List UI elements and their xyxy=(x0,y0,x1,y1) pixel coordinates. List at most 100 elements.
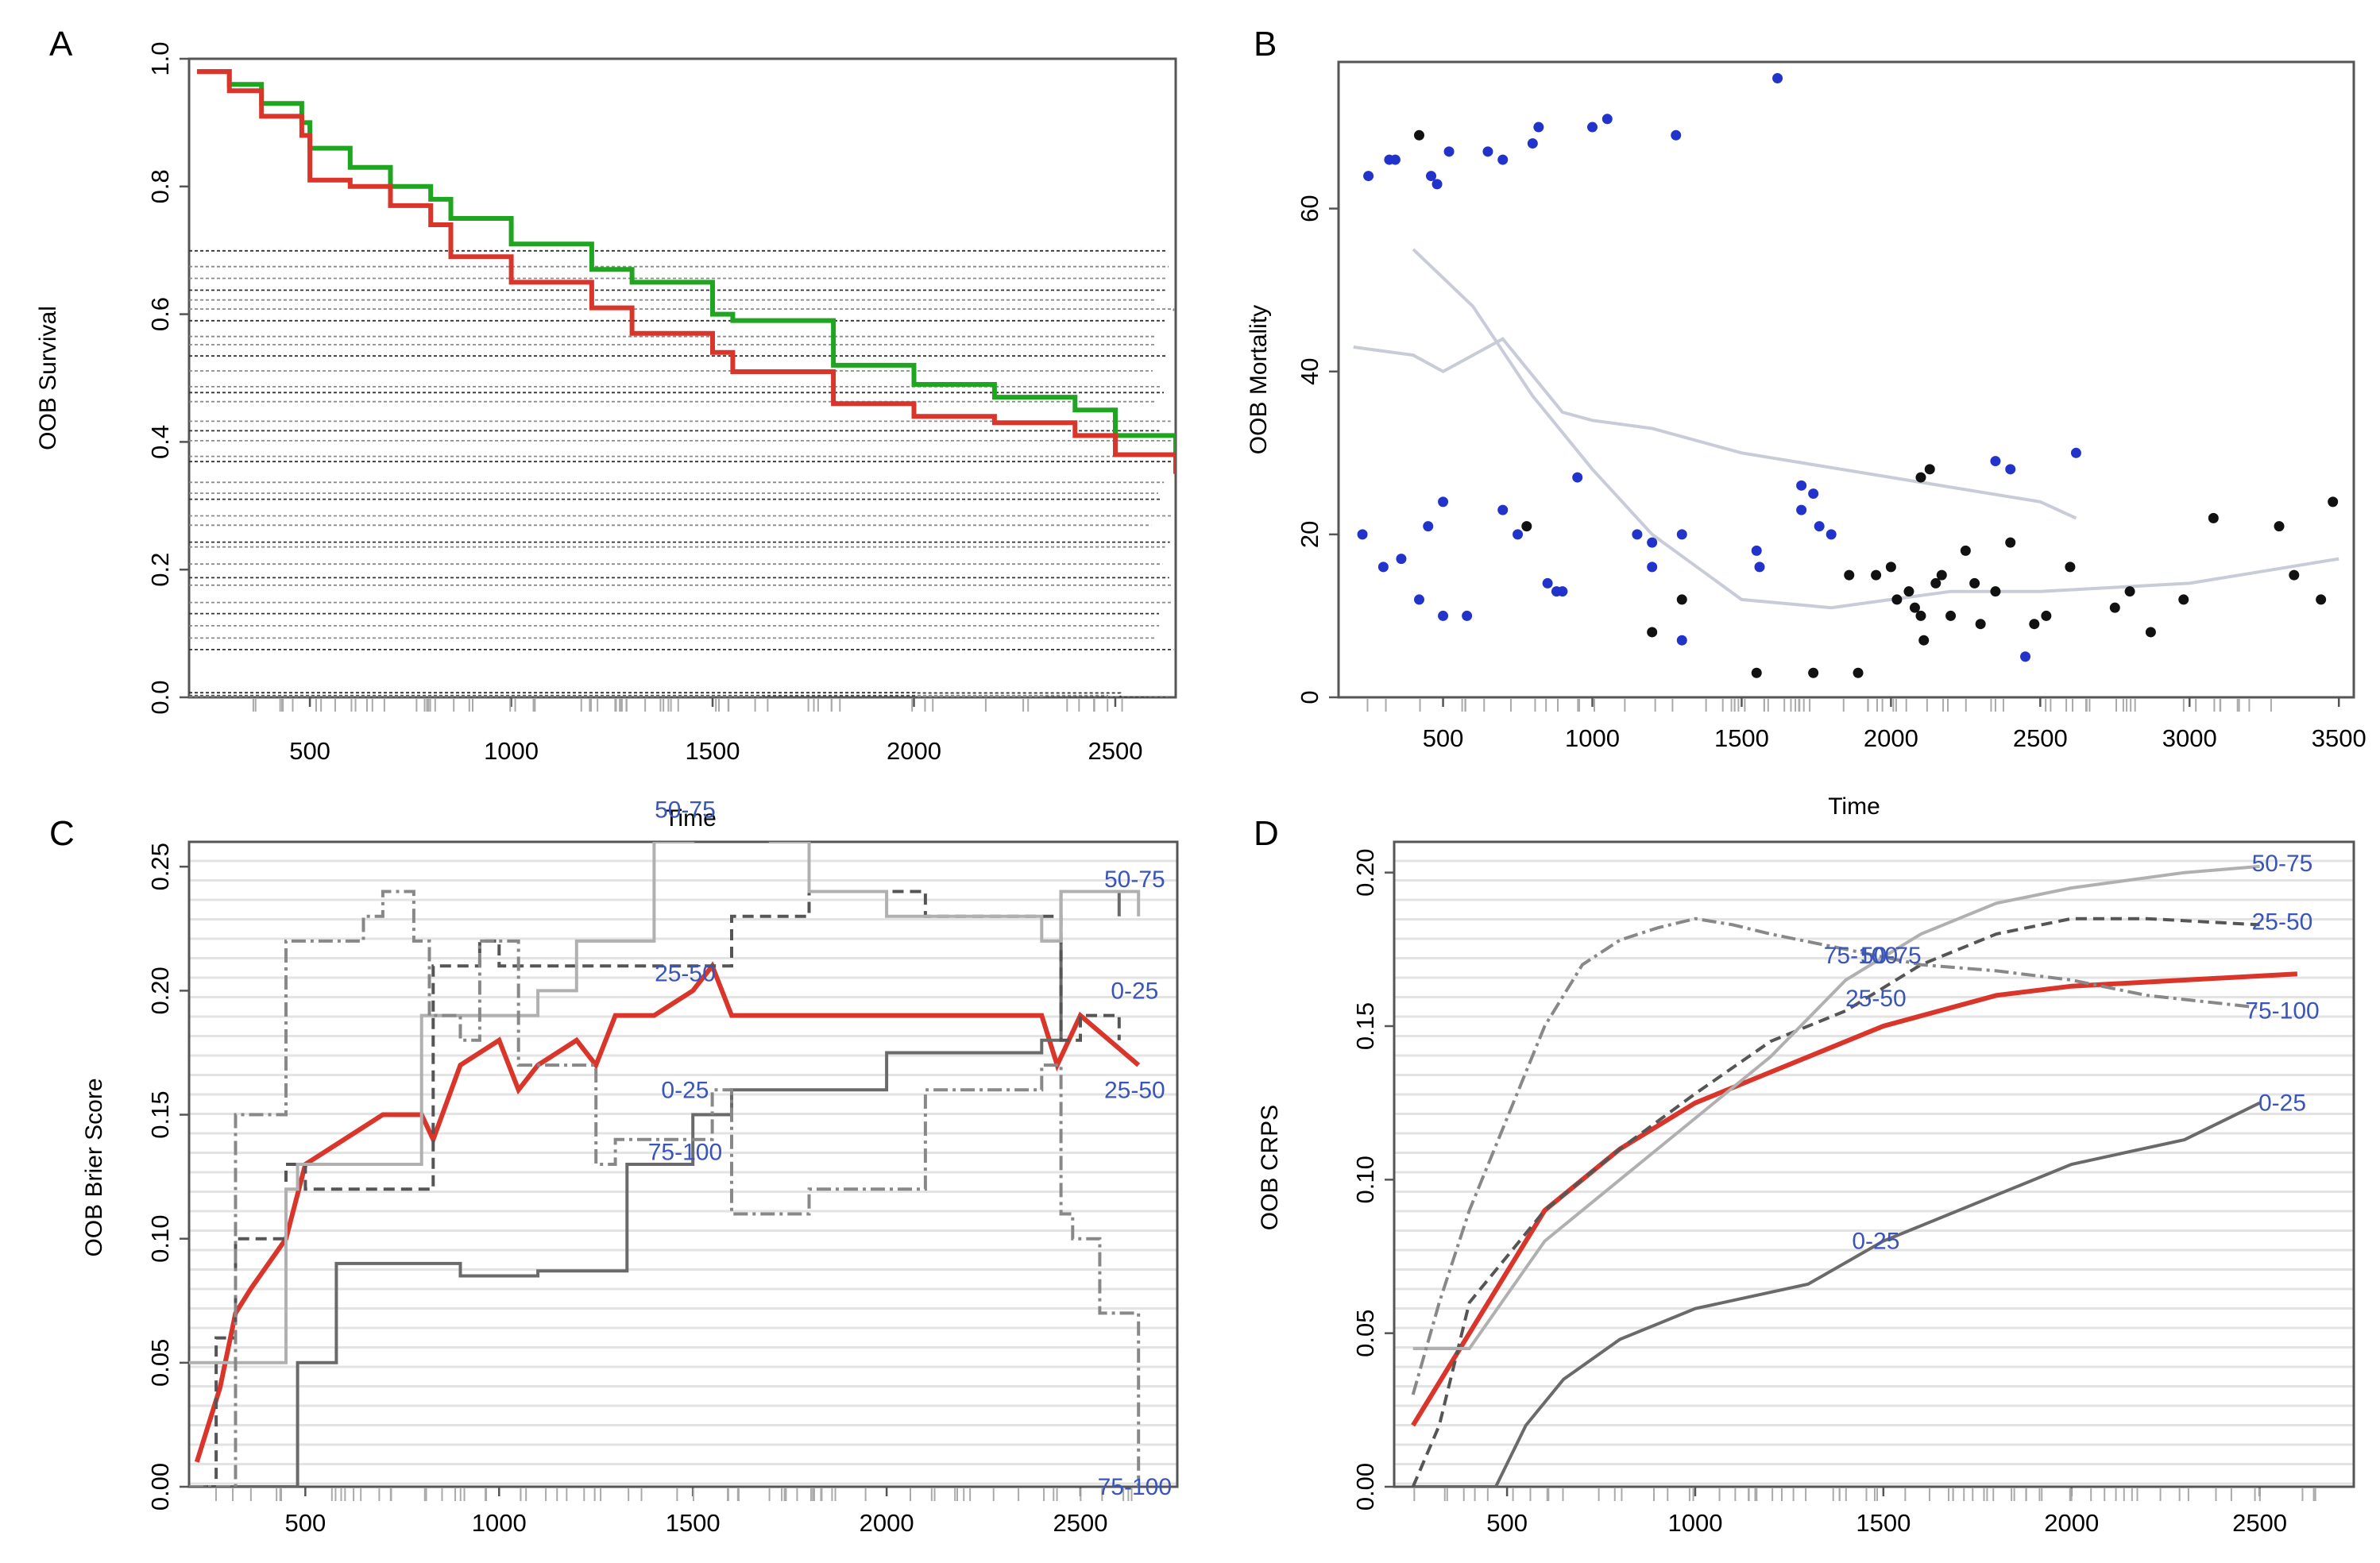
series-75-100 xyxy=(189,890,1141,1487)
blue-point xyxy=(1796,480,1807,491)
black-point xyxy=(1915,472,1926,483)
x-tick-label: 2000 xyxy=(887,737,941,765)
blue-point xyxy=(1533,122,1544,133)
y-tick-label: 40 xyxy=(1296,358,1323,385)
curve-label: 0-25 xyxy=(661,1077,709,1103)
black-point xyxy=(1676,594,1687,605)
curve-label: 50-75 xyxy=(655,797,716,823)
black-point xyxy=(1918,635,1930,646)
blue-point xyxy=(1527,138,1538,149)
x-tick-label: 1500 xyxy=(666,1509,721,1537)
panel-label: A xyxy=(49,25,73,64)
curve-label: 50-75 xyxy=(2252,851,2313,877)
survival-curve-high xyxy=(189,461,1175,469)
black-point xyxy=(2208,512,2219,523)
curve-label: 0-25 xyxy=(1111,978,1158,1004)
blue-point xyxy=(2005,464,2016,475)
panel-d: D 500 1000 1500 2000 2500 0.00 0.05 0.10 0.15 0.20… xyxy=(1254,814,2355,1537)
y-tick-label: 0.10 xyxy=(1351,1156,1379,1203)
black-point xyxy=(2065,562,2076,573)
series-25-50 xyxy=(1411,917,2260,1487)
plot-area xyxy=(1353,73,2339,678)
blue-point xyxy=(1363,171,1374,182)
blue-point xyxy=(1676,529,1687,540)
black-point xyxy=(2145,627,2156,638)
panels-container: A 500 1000 1500 2000 2500 0.0 0.2 0.4 0.6 0.8 1.0 Ti… xyxy=(35,25,2366,1537)
curve-label: 75-100 xyxy=(1098,1474,1172,1500)
blue-point xyxy=(1808,488,1819,500)
blue-point xyxy=(1431,179,1443,190)
y-tick-label: 0.6 xyxy=(146,297,174,331)
curve-label: 0-25 xyxy=(2258,1090,2306,1117)
curve-label: 25-50 xyxy=(2252,909,2313,936)
blue-point xyxy=(1443,146,1455,157)
x-tick-label: 1500 xyxy=(1856,1509,1911,1537)
curve-label: 75-100 xyxy=(648,1139,722,1165)
blue-point xyxy=(1357,529,1368,540)
y-axis-label: OOB Survival xyxy=(35,306,61,450)
x-tick-label: 1000 xyxy=(472,1509,527,1537)
x-tick-label: 2500 xyxy=(2232,1509,2287,1537)
black-point xyxy=(1975,619,1986,630)
y-tick-label: 0.15 xyxy=(1351,1002,1379,1050)
series-75-100 xyxy=(1411,917,2260,1395)
blue-point xyxy=(1389,154,1401,165)
y-tick-label: 60 xyxy=(1296,195,1323,222)
y-tick-label: 0.00 xyxy=(1351,1463,1379,1511)
black-point xyxy=(1915,610,1926,621)
black-point xyxy=(2178,594,2189,605)
blue-point xyxy=(1751,545,1762,556)
blue-point xyxy=(1990,456,2001,467)
blue-point xyxy=(1462,610,1473,621)
black-point xyxy=(2274,521,2285,532)
black-point xyxy=(1647,627,1658,638)
blue-point xyxy=(1601,114,1613,125)
y-tick-label: 0.25 xyxy=(146,843,174,890)
black-point xyxy=(1930,577,1941,589)
black-point xyxy=(2328,496,2339,507)
black-point xyxy=(2289,569,2300,581)
x-tick-label: 1000 xyxy=(484,737,539,765)
series-green xyxy=(197,69,1176,461)
curve-label: 75-100 xyxy=(1824,943,1898,969)
y-tick-label: 0.20 xyxy=(146,967,174,1014)
x-tick-label: 2500 xyxy=(2013,724,2068,752)
x-axis-label: Time xyxy=(1828,793,1880,820)
y-tick-label: 0.00 xyxy=(146,1463,174,1511)
panel-label: D xyxy=(1254,814,1279,853)
black-point xyxy=(2041,610,2052,621)
y-tick-label: 0.05 xyxy=(1351,1309,1379,1357)
smooth-line xyxy=(1412,248,2339,610)
blue-point xyxy=(1647,562,1658,573)
blue-point xyxy=(1426,171,1437,182)
curve-label: 25-50 xyxy=(1104,1077,1165,1103)
panel-b: B 500 1000 1500 2000 2500 3000 3500 0 20 40 60 Time O… xyxy=(1246,25,2366,820)
x-tick-label: 500 xyxy=(1423,724,1464,752)
black-point xyxy=(1844,569,1855,581)
black-point xyxy=(2316,594,2327,605)
x-tick-label: 3000 xyxy=(2162,724,2217,752)
panel-label: C xyxy=(49,814,75,853)
black-point xyxy=(1808,667,1819,678)
black-point xyxy=(1945,610,1957,621)
y-tick-label: 0.2 xyxy=(146,553,174,587)
blue-point xyxy=(2020,651,2031,662)
blue-point xyxy=(1587,122,1598,133)
blue-point xyxy=(1671,129,1682,141)
black-point xyxy=(2005,537,2016,548)
black-point xyxy=(1909,602,1920,613)
series-red xyxy=(194,961,1141,1463)
blue-point xyxy=(1632,529,1643,540)
blue-point xyxy=(1754,562,1765,573)
x-tick-label: 2000 xyxy=(860,1509,914,1537)
plot-area xyxy=(1411,864,2298,1487)
x-axis-label: Time xyxy=(664,805,717,832)
black-point xyxy=(1891,594,1903,605)
blue-point xyxy=(1396,554,1407,565)
y-tick-label: 0.8 xyxy=(146,169,174,203)
plot-frame xyxy=(187,57,1177,699)
blue-point xyxy=(1413,594,1424,605)
gridlines xyxy=(1394,859,2354,1485)
x-tick-label: 1000 xyxy=(1667,1509,1722,1537)
blue-point xyxy=(2070,447,2081,458)
